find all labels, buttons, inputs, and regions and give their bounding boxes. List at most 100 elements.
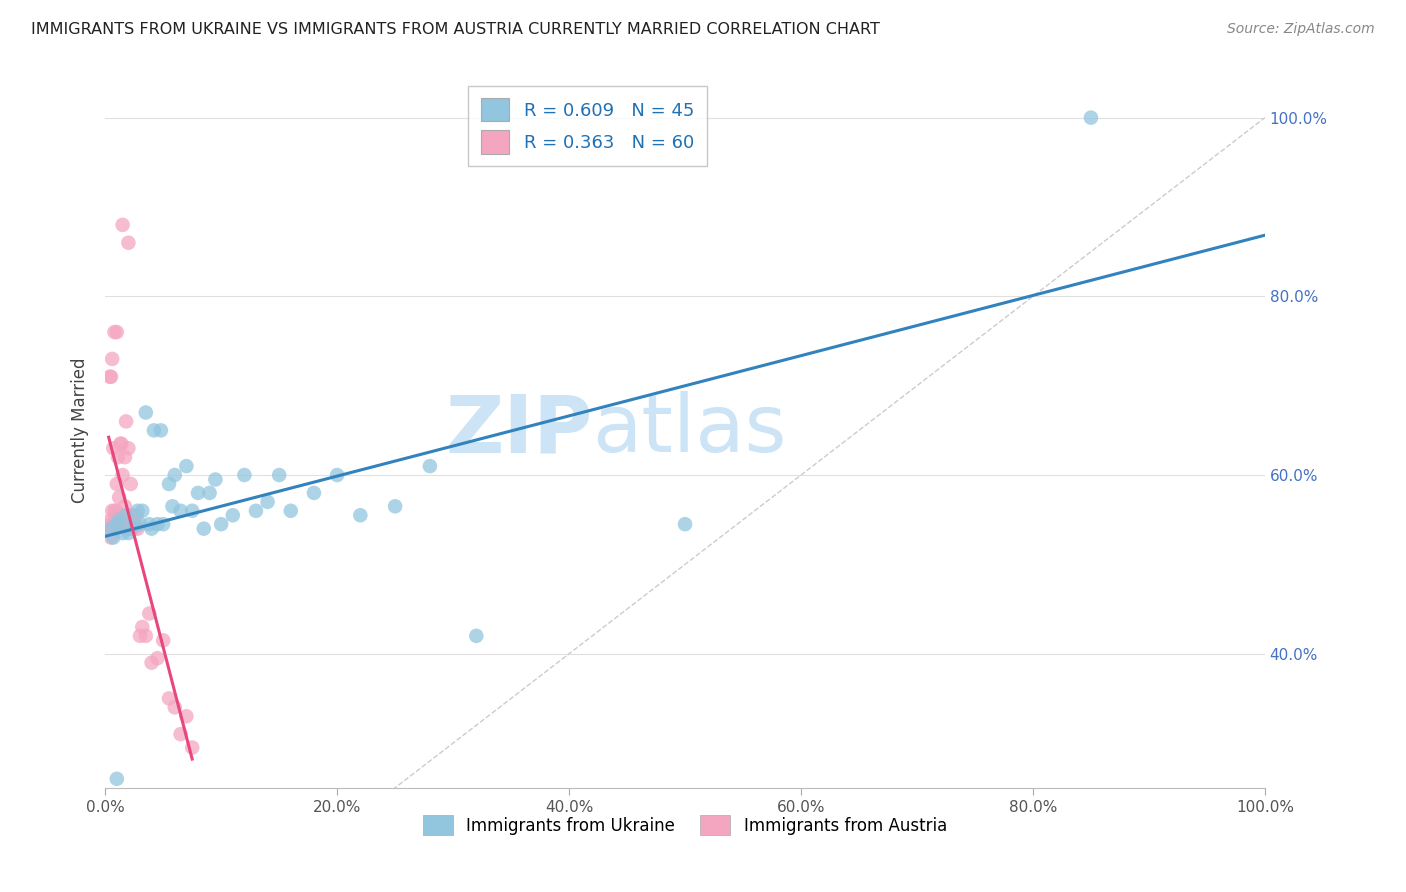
Point	[111, 218, 134, 232]
Point	[98, 369, 121, 384]
Point	[181, 740, 204, 755]
Point	[302, 486, 325, 500]
Point	[135, 629, 157, 643]
Point	[1080, 111, 1102, 125]
Text: IMMIGRANTS FROM UKRAINE VS IMMIGRANTS FROM AUSTRIA CURRENTLY MARRIED CORRELATION: IMMIGRANTS FROM UKRAINE VS IMMIGRANTS FR…	[31, 22, 880, 37]
Point	[118, 508, 141, 523]
Point	[209, 517, 232, 532]
Point	[103, 325, 125, 339]
Point	[384, 500, 406, 514]
Point	[101, 504, 124, 518]
Point	[198, 486, 221, 500]
Text: Source: ZipAtlas.com: Source: ZipAtlas.com	[1227, 22, 1375, 37]
Point	[108, 513, 131, 527]
Point	[100, 513, 122, 527]
Point	[152, 517, 174, 532]
Point	[146, 517, 169, 532]
Point	[169, 727, 191, 741]
Point	[103, 442, 125, 456]
Point	[114, 500, 136, 514]
Point	[101, 351, 124, 366]
Point	[129, 629, 152, 643]
Point	[135, 405, 157, 419]
Point	[146, 651, 169, 665]
Point	[111, 468, 134, 483]
Point	[157, 477, 180, 491]
Point	[115, 517, 138, 532]
Point	[103, 504, 125, 518]
Point	[115, 508, 138, 523]
Point	[114, 450, 136, 465]
Point	[107, 450, 129, 465]
Point	[117, 235, 139, 250]
Point	[204, 473, 226, 487]
Point	[117, 517, 139, 532]
Point	[419, 459, 441, 474]
Point	[233, 468, 256, 483]
Point	[131, 504, 153, 518]
Point	[98, 517, 121, 532]
Point	[100, 531, 122, 545]
Point	[141, 656, 163, 670]
Point	[121, 508, 143, 523]
Point	[110, 436, 132, 450]
Point	[222, 508, 245, 523]
Point	[105, 477, 128, 491]
Point	[152, 633, 174, 648]
Point	[105, 517, 128, 532]
Point	[105, 517, 128, 532]
Point	[108, 517, 131, 532]
Point	[125, 508, 148, 523]
Point	[120, 477, 142, 491]
Point	[117, 526, 139, 541]
Point	[673, 517, 696, 532]
Point	[169, 504, 191, 518]
Point	[122, 517, 145, 532]
Point	[142, 423, 165, 437]
Point	[127, 504, 149, 518]
Text: atlas: atlas	[592, 392, 786, 469]
Legend: R = 0.609   N = 45, R = 0.363   N = 60: R = 0.609 N = 45, R = 0.363 N = 60	[468, 86, 707, 166]
Point	[97, 522, 120, 536]
Point	[117, 442, 139, 456]
Point	[120, 522, 142, 536]
Point	[110, 436, 132, 450]
Point	[120, 517, 142, 532]
Point	[110, 508, 132, 523]
Point	[111, 517, 134, 532]
Point	[103, 517, 125, 532]
Point	[105, 504, 128, 518]
Point	[149, 423, 172, 437]
Point	[112, 517, 135, 532]
Point	[122, 517, 145, 532]
Point	[100, 369, 122, 384]
Point	[100, 522, 122, 536]
Point	[465, 629, 488, 643]
Point	[131, 620, 153, 634]
Point	[245, 504, 267, 518]
Y-axis label: Currently Married: Currently Married	[72, 358, 89, 503]
Point	[280, 504, 302, 518]
Point	[105, 325, 128, 339]
Point	[163, 700, 186, 714]
Point	[103, 517, 125, 532]
Point	[122, 522, 145, 536]
Point	[97, 522, 120, 536]
Point	[129, 517, 152, 532]
Point	[107, 508, 129, 523]
Point	[176, 459, 198, 474]
Point	[162, 500, 184, 514]
Point	[138, 607, 160, 621]
Point	[104, 513, 127, 527]
Point	[115, 414, 138, 428]
Text: ZIP: ZIP	[446, 392, 592, 469]
Point	[256, 495, 278, 509]
Point	[193, 522, 215, 536]
Point	[103, 531, 125, 545]
Point	[138, 517, 160, 532]
Point	[349, 508, 371, 523]
Point	[141, 522, 163, 536]
Point	[157, 691, 180, 706]
Point	[124, 517, 146, 532]
Point	[163, 468, 186, 483]
